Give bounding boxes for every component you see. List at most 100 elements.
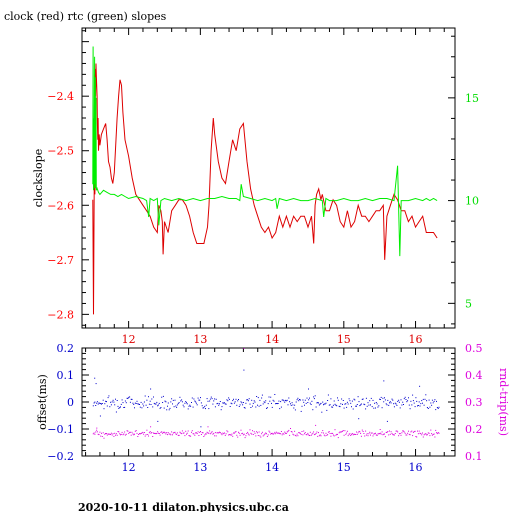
data-point xyxy=(150,432,152,434)
data-point xyxy=(233,432,234,434)
data-point xyxy=(285,400,287,402)
data-point xyxy=(278,432,280,434)
data-point xyxy=(359,431,361,433)
data-point xyxy=(425,394,427,396)
data-point xyxy=(226,430,228,432)
data-point xyxy=(171,431,173,433)
data-point xyxy=(379,429,381,430)
data-point xyxy=(369,400,371,402)
data-point xyxy=(214,435,216,437)
data-point xyxy=(385,431,387,433)
data-point xyxy=(134,402,136,404)
data-point xyxy=(413,402,415,404)
data-point xyxy=(267,434,269,436)
data-point xyxy=(376,435,378,436)
data-point xyxy=(153,432,154,434)
data-point xyxy=(176,406,178,408)
data-point xyxy=(167,402,169,404)
data-point xyxy=(275,403,277,404)
data-point xyxy=(393,434,395,436)
data-point xyxy=(261,394,263,396)
data-point xyxy=(370,432,372,434)
data-point xyxy=(96,402,98,404)
data-point xyxy=(130,434,132,436)
y-axis-label: clockslope xyxy=(32,149,45,207)
data-point xyxy=(384,399,386,401)
data-point xyxy=(162,432,164,434)
data-point xyxy=(362,431,364,432)
data-point xyxy=(202,407,204,409)
data-point xyxy=(257,432,258,434)
data-point xyxy=(259,399,261,401)
data-point xyxy=(368,404,370,406)
data-point xyxy=(392,399,394,401)
data-point xyxy=(350,402,352,404)
data-point xyxy=(244,407,246,409)
data-point xyxy=(313,398,315,400)
data-point xyxy=(95,383,97,385)
data-point xyxy=(403,430,404,432)
data-point xyxy=(365,430,367,432)
data-point xyxy=(199,399,201,401)
data-point xyxy=(119,407,121,409)
data-point xyxy=(186,432,188,434)
data-point xyxy=(415,436,417,437)
data-point xyxy=(228,434,230,436)
data-point xyxy=(273,433,275,435)
data-point xyxy=(194,434,196,436)
series-line-clock xyxy=(92,63,438,315)
data-point xyxy=(167,432,169,434)
data-point xyxy=(234,401,236,403)
data-point xyxy=(168,433,170,435)
data-point xyxy=(301,405,303,407)
data-point xyxy=(110,404,112,406)
data-point xyxy=(308,399,310,401)
data-point xyxy=(430,402,432,404)
data-point xyxy=(360,432,362,434)
data-point xyxy=(294,409,296,411)
data-point xyxy=(313,396,315,398)
data-point xyxy=(353,433,355,435)
data-point xyxy=(435,409,437,411)
data-point xyxy=(299,399,301,401)
data-point xyxy=(109,433,111,435)
data-point xyxy=(326,409,328,411)
data-point xyxy=(423,434,425,436)
data-point xyxy=(210,432,212,434)
data-point xyxy=(280,401,282,403)
data-point xyxy=(131,431,133,433)
data-point xyxy=(263,434,265,436)
chart-title: clock (red) rtc (green) slopes xyxy=(4,10,167,23)
data-point xyxy=(335,434,337,436)
data-point xyxy=(201,432,203,434)
data-point xyxy=(387,399,389,401)
data-point xyxy=(169,407,171,409)
data-point xyxy=(148,435,149,437)
data-point xyxy=(208,408,210,410)
data-point xyxy=(249,403,251,405)
data-point xyxy=(133,403,135,405)
y2-tick-label: 0.4 xyxy=(465,369,483,382)
data-point xyxy=(427,408,429,409)
data-point xyxy=(357,432,359,434)
data-point xyxy=(192,433,194,435)
data-point xyxy=(352,408,354,410)
data-point xyxy=(387,431,389,432)
data-point xyxy=(157,431,159,433)
data-point xyxy=(213,432,215,434)
data-point xyxy=(320,402,322,404)
data-point xyxy=(292,433,294,435)
data-point xyxy=(194,400,196,402)
data-point xyxy=(116,434,118,436)
data-point xyxy=(282,432,284,434)
data-point xyxy=(383,380,385,382)
data-point xyxy=(351,400,353,402)
data-point xyxy=(167,434,168,436)
data-point xyxy=(276,403,278,405)
data-point xyxy=(239,434,241,436)
data-point xyxy=(109,406,111,408)
data-point xyxy=(258,431,260,433)
data-point xyxy=(397,431,399,433)
data-point xyxy=(129,396,131,398)
data-point xyxy=(347,435,349,437)
